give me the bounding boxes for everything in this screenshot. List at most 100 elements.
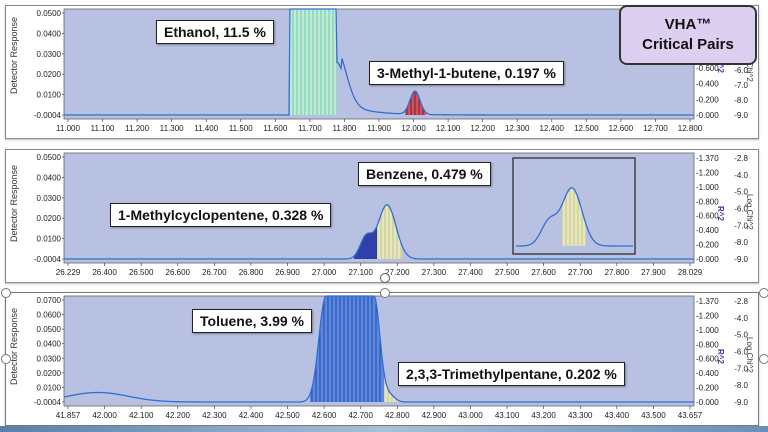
resize-handle-top-left[interactable] [1, 288, 11, 298]
trimethylpentane-callout: 2,3,3-Trimethylpentane, 0.202 % [398, 362, 625, 386]
x-tick-label: 27.200 [385, 268, 410, 277]
rotate-handle[interactable] [380, 273, 390, 283]
x-tick-label: 12.000 [401, 124, 426, 133]
x-tick-label: 12.400 [540, 124, 565, 133]
x-tick-label: 27.500 [495, 268, 520, 277]
x-tick-label: 27.400 [458, 268, 483, 277]
chromatogram-trace-3 [63, 295, 694, 403]
trimethylpentane-peak [384, 372, 400, 402]
x-tick-label: 42.500 [275, 411, 300, 420]
bottom-accent-bar [0, 426, 768, 432]
r2-tick-label: -0.000 [696, 398, 719, 407]
y-axis-label-3: Detector Response [9, 307, 19, 385]
x-tick-label: 12.500 [574, 124, 599, 133]
y-tick-label: 0.0100 [37, 91, 62, 100]
resize-handle-mid-right[interactable] [759, 354, 768, 364]
x-tick-label: 26.500 [129, 268, 154, 277]
x-tick-label: 11.200 [125, 124, 149, 133]
r2-tick-label: -0.400 [696, 369, 719, 378]
x-tick-label: 26.600 [166, 268, 191, 277]
r2-tick-label: -0.800 [696, 340, 719, 349]
r2-tick-label: -0.600 [696, 212, 719, 221]
y-tick-label: 0.0300 [37, 194, 62, 203]
chi-tick-label: -6.0 [734, 66, 748, 75]
chi-tick-label: -9.0 [734, 398, 748, 407]
x-tick-label: 26.229 [56, 268, 81, 277]
benzene-callout: Benzene, 0.479 % [358, 162, 491, 186]
x-tick-label: 27.800 [605, 268, 630, 277]
x-tick-label: 27.900 [641, 268, 666, 277]
x-tick-label: 12.700 [643, 124, 668, 133]
x-tick-label: 42.400 [239, 411, 264, 420]
chi-tick-label: -2.8 [734, 154, 748, 163]
r2-tick-label: -0.200 [696, 241, 719, 250]
r2-axis-label-2: R^2 [716, 206, 725, 221]
badge-line-1: VHA™ [664, 16, 712, 33]
r2-tick-label: -1.000 [696, 326, 719, 335]
x-tick-label: 42.800 [385, 411, 410, 420]
y-tick-label: 0.0200 [37, 369, 62, 378]
r2-tick-label: -1.200 [696, 311, 719, 320]
chi-tick-label: -9.0 [734, 111, 748, 120]
x-tick-label: 42.600 [312, 411, 337, 420]
badge-line-2: Critical Pairs [642, 36, 734, 53]
x-tick-label: 26.800 [239, 268, 264, 277]
chi-tick-label: -5.0 [734, 331, 748, 340]
chi-tick-label: -4.0 [734, 314, 748, 323]
r2-tick-label: -0.400 [696, 80, 719, 89]
y-tick-label: -0.0004 [34, 398, 62, 407]
chi-tick-label: -7.0 [734, 221, 748, 230]
y-tick-label: -0.0004 [34, 255, 62, 264]
x-tick-label: 12.800 [678, 124, 703, 133]
x-tick-label: 12.600 [609, 124, 634, 133]
chi-tick-label: -8.0 [734, 381, 748, 390]
resize-handle-top-right[interactable] [759, 288, 768, 298]
x-tick-label: 26.700 [202, 268, 227, 277]
chi-tick-label: -6.0 [734, 205, 748, 214]
x-tick-label: 11.400 [194, 124, 218, 133]
y-tick-label: 0.0200 [37, 70, 62, 79]
y-tick-label: 0.0700 [37, 296, 62, 305]
x-tick-label: 27.600 [531, 268, 556, 277]
inset-trace [515, 187, 633, 247]
x-tick-label: 11.300 [160, 124, 184, 133]
y-axis-label-1: Detector Response [9, 16, 19, 94]
toluene-peak [310, 296, 384, 402]
x-tick-label: 43.400 [605, 411, 630, 420]
r2-tick-label: -1.370 [696, 154, 719, 163]
x-tick-label: 42.300 [202, 411, 227, 420]
x-tick-label: 41.857 [56, 411, 81, 420]
chromatogram-trace-2 [64, 204, 694, 260]
chi-tick-label: -4.0 [734, 171, 748, 180]
x-tick-label: 11.100 [91, 124, 115, 133]
resize-handle-mid-left[interactable] [1, 354, 11, 364]
x-tick-label: 43.300 [568, 411, 593, 420]
x-tick-label: 27.100 [348, 268, 373, 277]
y-tick-label: 0.0200 [37, 214, 62, 223]
r2-tick-label: -1.000 [696, 183, 719, 192]
x-tick-label: 12.200 [470, 124, 495, 133]
r2-tick-label: -0.800 [696, 197, 719, 206]
r2-tick-label: -0.000 [696, 111, 719, 120]
methylbutene-callout: 3-Methyl-1-butene, 0.197 % [369, 61, 564, 85]
y-tick-label: 0.0500 [37, 153, 62, 162]
chi-tick-label: -7.0 [734, 364, 748, 373]
x-tick-label: 43.500 [641, 411, 666, 420]
chi-axis-label-3: Log Chi^2 [745, 337, 754, 373]
chromatogram-trace-1 [64, 8, 694, 116]
chi-tick-label: -6.0 [734, 348, 748, 357]
resize-handle-top-center[interactable] [380, 288, 390, 298]
x-tick-label: 12.100 [436, 124, 461, 133]
x-tick-label: 11.700 [298, 124, 322, 133]
x-tick-label: 26.400 [92, 268, 117, 277]
y-tick-label: 0.0400 [37, 29, 62, 38]
x-tick-label: 42.000 [92, 411, 117, 420]
toluene-callout: Toluene, 3.99 % [192, 309, 312, 333]
x-tick-label: 42.200 [166, 411, 191, 420]
x-tick-label: 42.900 [422, 411, 447, 420]
x-tick-label: 28.029 [678, 268, 703, 277]
x-tick-label: 42.100 [129, 411, 154, 420]
r2-tick-label: -0.400 [696, 226, 719, 235]
chromatogram-panel-3: 0.0700 0.0600 0.0500 0.0400 0.0300 0.0200 0.01… [5, 292, 759, 426]
x-tick-label: 42.700 [348, 411, 373, 420]
